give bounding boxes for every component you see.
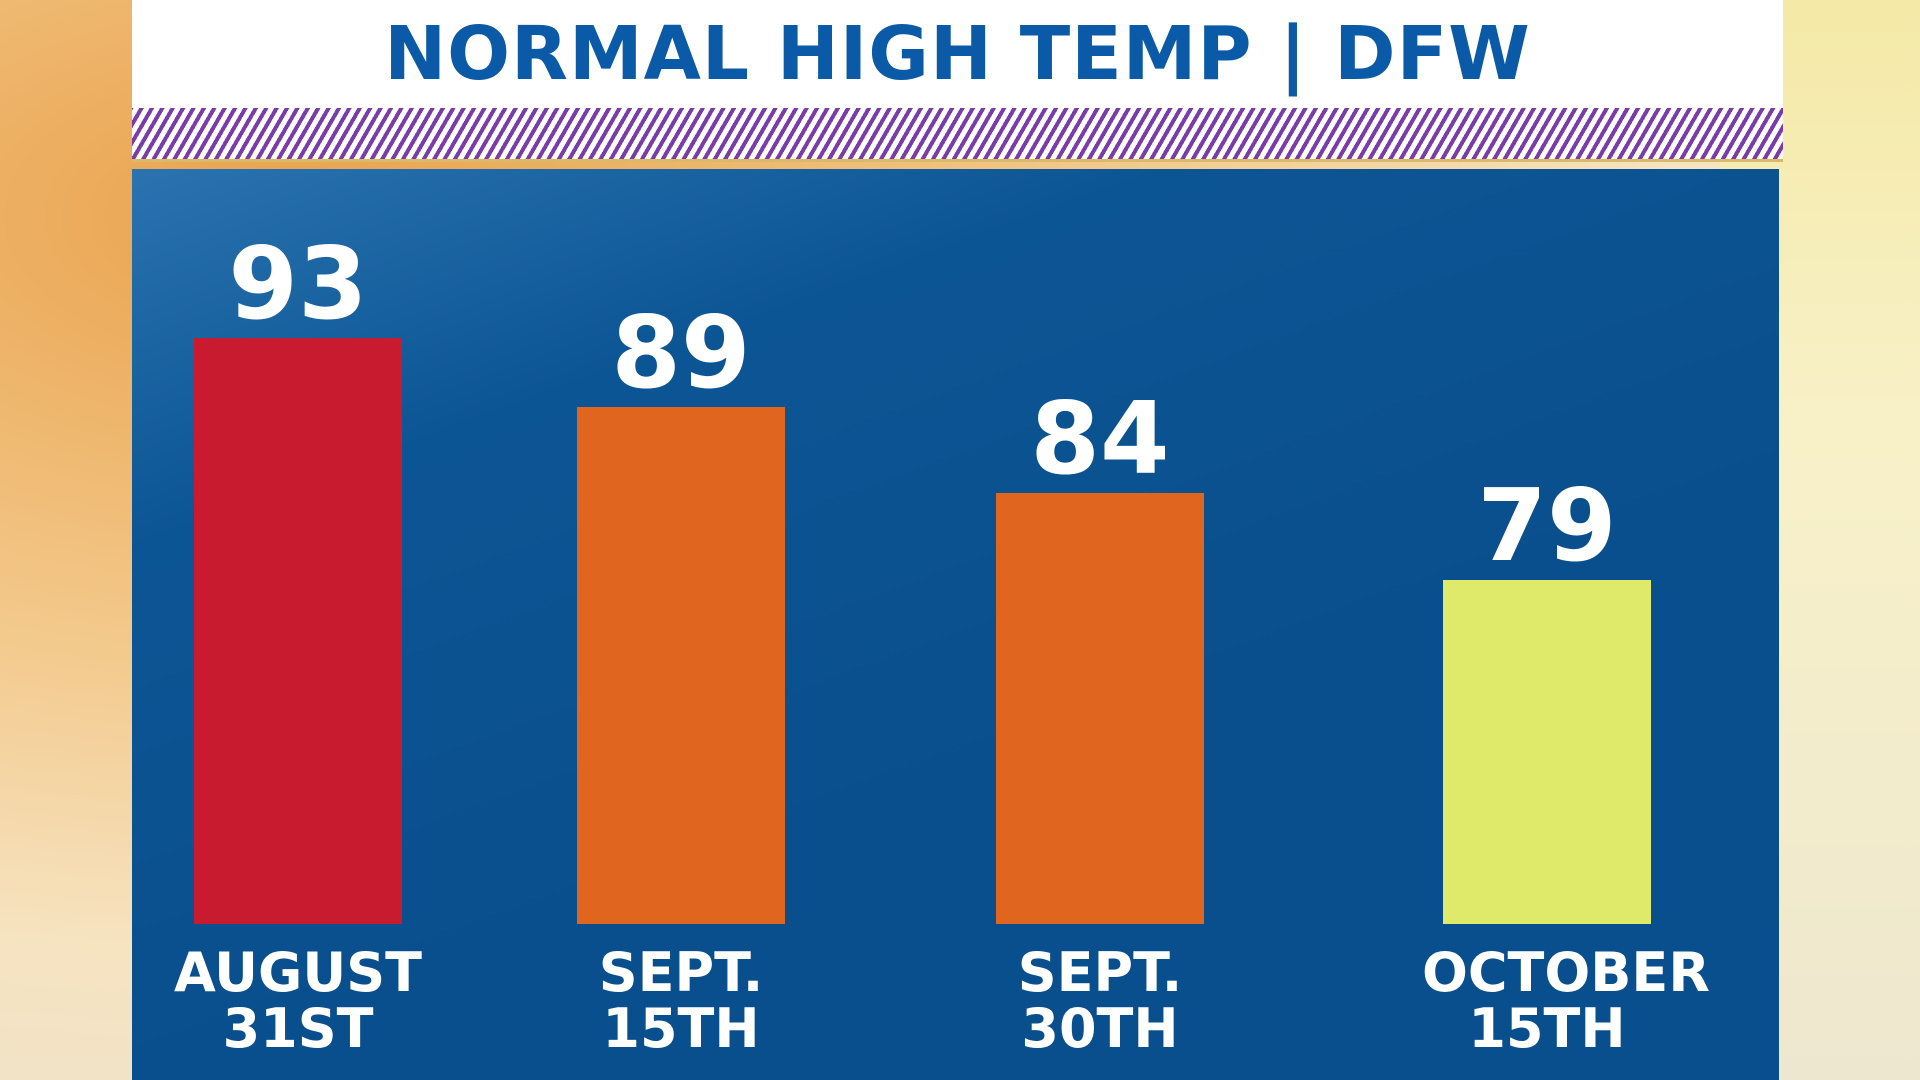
x-tick-label: OCTOBER 15TH	[1422, 941, 1710, 1060]
bar	[1443, 579, 1651, 924]
x-tick-label: AUGUST 31ST	[174, 941, 422, 1060]
bar	[996, 493, 1204, 924]
value-label: 84	[1030, 380, 1170, 498]
title-box: NORMAL HIGH TEMP | DFW	[132, 0, 1783, 108]
bar	[194, 338, 402, 924]
x-tick-label: SEPT. 30TH	[1017, 941, 1183, 1060]
bar	[577, 407, 785, 924]
value-label: 93	[228, 225, 368, 343]
chart-title: NORMAL HIGH TEMP | DFW	[384, 11, 1531, 97]
stripe-band	[132, 108, 1783, 162]
x-tick-label: SEPT. 15TH	[598, 941, 764, 1060]
value-label: 79	[1477, 466, 1617, 584]
value-label: 89	[611, 294, 751, 412]
